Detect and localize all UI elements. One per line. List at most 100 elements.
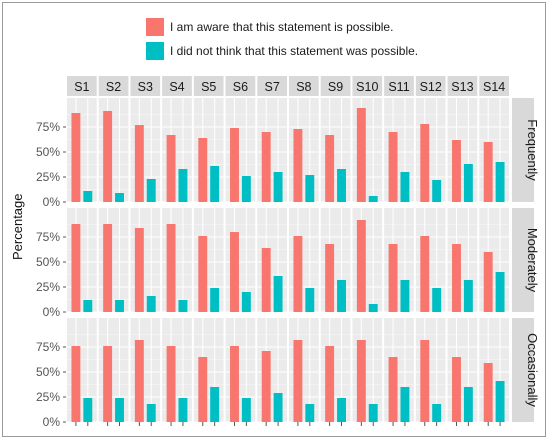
bar-aware-s9 [325,244,335,312]
bar-aware-s12 [420,236,430,312]
bar-aware-s11 [388,132,398,202]
facet-strip-s12 [415,76,446,96]
bar-aware-s2 [103,111,113,202]
bar-notthink-s2 [115,193,124,202]
bar-aware-s4 [166,135,176,202]
facet-strip-label: S9 [328,80,343,94]
facet-strip-label: S13 [451,80,473,94]
y-tick-label: 75% [36,120,60,134]
bar-notthink-s1 [83,398,93,422]
bar-aware-s12 [420,124,430,202]
y-tick-label: 0% [43,195,61,209]
bar-aware-s11 [388,357,398,422]
facet-strip-s3 [130,76,161,96]
facet-strip-label: S5 [201,80,216,94]
facet-strip-s1 [67,76,97,96]
bar-notthink-s4 [178,398,188,422]
bar-notthink-s14 [495,272,505,312]
facet-row-label: Frequently [525,119,540,181]
bar-notthink-s3 [146,296,156,312]
bar-aware-s5 [198,138,208,202]
bar-notthink-s9 [337,280,346,312]
bar-notthink-s8 [305,288,315,312]
bar-aware-s11 [388,244,398,312]
bar-aware-s1 [71,113,81,202]
bar-notthink-s14 [495,381,505,422]
facet-row-label: Occasionally [525,333,540,407]
bar-notthink-s9 [337,398,346,422]
bar-aware-s4 [166,224,176,312]
bar-notthink-s6 [241,176,251,202]
bar-notthink-s6 [241,292,251,312]
bar-aware-s10 [356,108,366,202]
legend-swatch-aware [146,18,164,36]
bar-aware-s5 [198,357,208,422]
bar-notthink-s1 [83,300,93,312]
facet-strip-label: S14 [483,80,505,94]
bar-notthink-s7 [273,172,283,202]
bar-notthink-s4 [178,169,188,202]
y-tick-label: 50% [36,365,60,379]
bar-notthink-s14 [495,162,505,202]
bar-aware-s14 [483,142,493,202]
bar-aware-s1 [71,224,81,312]
bar-aware-s7 [261,351,271,422]
bar-aware-s14 [483,252,493,312]
facet-strip-label: S4 [169,80,184,94]
facet-strip-label: S6 [233,80,248,94]
bar-aware-s7 [261,248,271,312]
bar-notthink-s4 [178,300,188,312]
y-tick-label: 25% [36,390,60,404]
facet-strip-label: S7 [264,80,279,94]
facet-strip-s2 [98,76,129,96]
y-tick-label: 75% [36,340,60,354]
facet-strip-s13 [447,76,478,96]
legend-swatch-notthink [146,42,164,60]
facet-strip-s4 [162,76,192,96]
y-tick-label: 50% [36,145,60,159]
bar-notthink-s13 [463,387,473,422]
facet-strip-label: S11 [388,80,409,94]
bar-aware-s9 [325,346,335,422]
facet-strip-s8 [289,76,319,96]
bar-notthink-s11 [400,387,410,422]
facet-row-strip [512,318,534,422]
bar-aware-s4 [166,346,176,422]
bar-notthink-s13 [463,164,473,202]
bar-notthink-s12 [432,180,442,202]
bar-aware-s7 [261,132,271,202]
bar-notthink-s13 [463,280,473,312]
bar-aware-s13 [452,357,461,422]
bar-notthink-s10 [368,304,378,312]
facet-strip-label: S2 [106,80,121,94]
facet-strip-s5 [193,76,224,96]
bar-aware-s1 [71,346,81,422]
facet-strip-label: S12 [420,80,442,94]
facet-strip-label: S1 [74,80,89,94]
y-tick-label: 0% [43,305,61,319]
bar-notthink-s11 [400,172,410,202]
bar-notthink-s12 [432,288,442,312]
bar-aware-s3 [134,340,144,422]
bar-aware-s12 [420,340,430,422]
facet-strip-s9 [320,76,351,96]
facet-strip-s6 [225,76,256,96]
y-tick-label: 25% [36,280,60,294]
bar-notthink-s5 [210,288,220,312]
bar-notthink-s3 [146,179,156,202]
bar-aware-s13 [452,244,461,312]
facet-strip-label: S10 [356,80,378,94]
legend-label-aware: I am aware that this statement is possib… [170,20,394,34]
y-tick-label: 25% [36,170,60,184]
facet-row-strip [512,208,534,312]
facet-strip-s7 [257,76,287,96]
bar-notthink-s12 [432,404,442,422]
bar-aware-s5 [198,236,208,312]
bar-aware-s8 [293,340,303,422]
facet-row-strip [512,98,534,202]
bar-notthink-s9 [337,169,346,202]
bar-notthink-s3 [146,404,156,422]
facet-strip-s11 [384,76,414,96]
bar-notthink-s8 [305,404,315,422]
